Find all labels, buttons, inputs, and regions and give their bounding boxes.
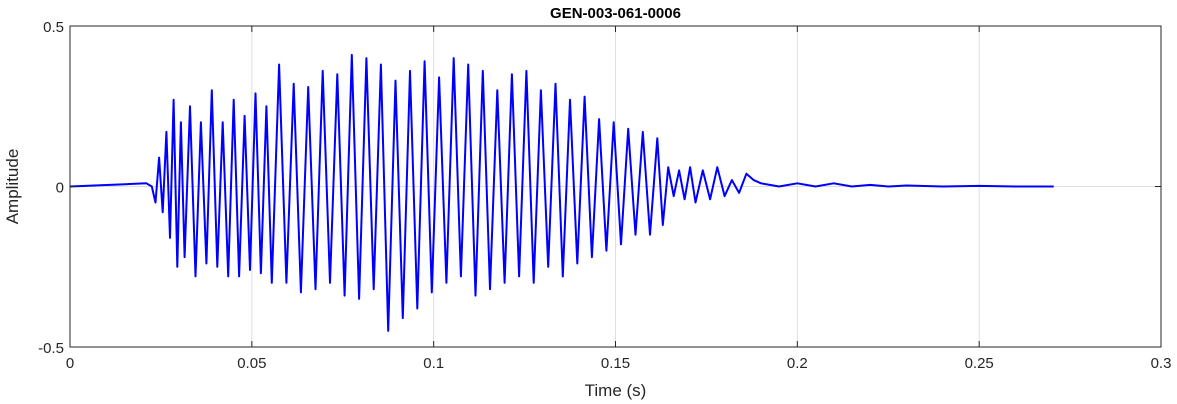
plot-area: [69, 53, 1054, 332]
y-axis-label: Amplitude: [3, 149, 22, 225]
x-tick-label: 0: [66, 355, 74, 372]
x-tick-label: 0.15: [601, 355, 630, 372]
y-tick-label: -0.5: [38, 340, 64, 357]
waveform-line: [69, 53, 1054, 332]
chart-title: GEN-003-061-0006: [550, 5, 681, 22]
y-tick-label: 0.5: [43, 19, 64, 36]
x-tick-label: 0.25: [965, 355, 994, 372]
x-tick-label: 0.3: [1151, 355, 1172, 372]
x-axis-label: Time (s): [585, 381, 647, 400]
x-tick-label: 0.2: [787, 355, 808, 372]
axis-ticks: 0 0.05 0.1 0.15 0.2 0.25 0.3-0.500.5: [38, 19, 1171, 372]
x-tick-label: 0.1: [423, 355, 444, 372]
x-tick-label: 0.05: [237, 355, 266, 372]
y-tick-label: 0: [56, 180, 64, 197]
